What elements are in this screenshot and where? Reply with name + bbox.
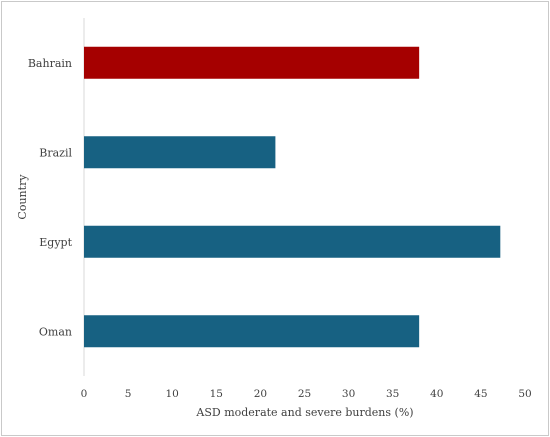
x-tick-label: 30 (342, 388, 355, 400)
x-tick-label: 35 (386, 388, 399, 400)
x-tick-label: 10 (166, 388, 179, 400)
bar-egypt (84, 225, 501, 258)
bar-bahrain (84, 46, 420, 79)
x-tick-label: 15 (210, 388, 223, 400)
x-axis-title: ASD moderate and severe burdens (%) (195, 406, 413, 419)
x-tick-label: 0 (81, 388, 88, 400)
x-tick-label: 50 (518, 388, 531, 400)
x-tick-label: 45 (474, 388, 487, 400)
bar-oman (84, 315, 420, 348)
bars-group (84, 46, 501, 348)
x-tick-label: 20 (254, 388, 267, 400)
category-label-oman: Oman (39, 325, 72, 338)
category-label-brazil: Brazil (39, 146, 72, 159)
category-label-bahrain: Bahrain (28, 57, 72, 70)
x-tick-label: 5 (125, 388, 132, 400)
x-tick-label: 25 (298, 388, 311, 400)
x-tick-labels: 0 5 10 15 20 25 30 35 40 45 50 (81, 388, 532, 400)
bar-brazil (84, 136, 276, 169)
y-axis-title: Country (16, 174, 29, 220)
category-labels: Bahrain Brazil Egypt Oman (28, 57, 73, 339)
x-tick-label: 40 (430, 388, 443, 400)
category-label-egypt: Egypt (39, 236, 72, 249)
